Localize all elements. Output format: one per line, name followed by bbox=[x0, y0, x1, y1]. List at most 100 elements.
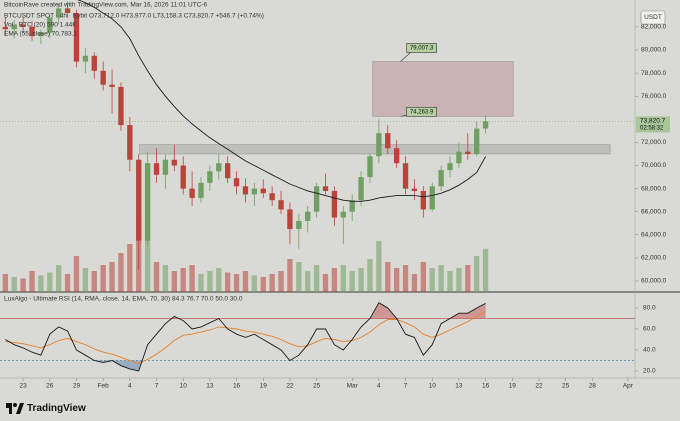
candle-body bbox=[296, 220, 302, 230]
price-pane bbox=[2, 0, 611, 292]
volume-bar bbox=[385, 262, 391, 292]
candle-body bbox=[474, 128, 480, 154]
y-tick-label: 80,000.0 bbox=[641, 47, 667, 54]
candle-body bbox=[260, 188, 266, 194]
candle-body bbox=[100, 70, 106, 85]
candle-body bbox=[207, 171, 213, 183]
volume-bar bbox=[331, 268, 338, 292]
candle-body bbox=[73, 13, 80, 62]
y-tick-label: 60,000.0 bbox=[641, 278, 667, 285]
legend-ema: EMA (55, close) 70,783.1 bbox=[4, 31, 77, 38]
volume-bar bbox=[474, 256, 480, 292]
rsi-y-tick-label: 60.0 bbox=[643, 326, 656, 333]
candle-body bbox=[118, 86, 124, 126]
volume-bar bbox=[118, 253, 124, 292]
volume-bar bbox=[171, 271, 177, 292]
volume-bar bbox=[82, 268, 89, 292]
volume-bar bbox=[29, 271, 35, 292]
y-tick-label: 66,000.0 bbox=[641, 208, 667, 215]
x-tick-label: 7 bbox=[404, 383, 408, 390]
candle-body bbox=[64, 8, 71, 14]
x-tick-label: 25 bbox=[562, 383, 570, 390]
volume-bar bbox=[100, 265, 106, 292]
y-tick-label: 70,000.0 bbox=[641, 162, 667, 169]
volume-bar bbox=[91, 271, 97, 292]
zone-label-box bbox=[406, 43, 437, 53]
y-tick-label: 78,000.0 bbox=[641, 70, 667, 77]
rsi-pane bbox=[0, 302, 635, 372]
volume-bar bbox=[340, 265, 346, 292]
y-tick-label: 68,000.0 bbox=[641, 185, 667, 192]
candle-body bbox=[233, 178, 240, 187]
volume-bar bbox=[367, 259, 373, 292]
legend-rsi: LuxAlgo - Ultimate RSI (14, RMA, close, … bbox=[4, 296, 243, 303]
y-tick-label: 64,000.0 bbox=[641, 232, 667, 239]
candle-body bbox=[180, 165, 186, 189]
candle-body bbox=[109, 84, 115, 87]
x-tick-label: Mar bbox=[347, 383, 359, 390]
volume-bar bbox=[429, 268, 435, 292]
candle-body bbox=[482, 121, 489, 129]
currency-box[interactable] bbox=[640, 10, 666, 25]
candle-body bbox=[278, 200, 284, 210]
header: BitcoinRave created with TradingView.com… bbox=[4, 2, 208, 9]
candle-body bbox=[144, 163, 151, 241]
candle-body bbox=[305, 211, 311, 221]
rsi-overbought-fill bbox=[171, 302, 486, 319]
footer-brand: TradingView bbox=[27, 403, 86, 414]
x-tick-label: 22 bbox=[286, 383, 294, 390]
candle-body bbox=[82, 55, 89, 62]
candle-body bbox=[429, 186, 435, 210]
candle-body bbox=[376, 133, 382, 157]
candle-body bbox=[269, 193, 275, 201]
candle-body bbox=[216, 163, 222, 172]
volume-bar bbox=[64, 274, 71, 292]
candle-body bbox=[56, 8, 62, 18]
rsi-line bbox=[5, 302, 486, 372]
candle-body bbox=[136, 159, 142, 241]
volume-bar bbox=[38, 275, 44, 292]
candle-body bbox=[91, 55, 97, 71]
rsi-y-tick-label: 40.0 bbox=[643, 347, 656, 354]
volume-bar bbox=[162, 265, 169, 292]
x-tick-label: 10 bbox=[180, 383, 188, 390]
volume-bar bbox=[189, 265, 195, 292]
y-tick-label: 82,000.0 bbox=[641, 24, 667, 31]
candle-body bbox=[385, 133, 391, 149]
volume-bar bbox=[420, 262, 427, 292]
volume-bar bbox=[402, 265, 409, 292]
volume-bar bbox=[20, 278, 26, 292]
countdown: 02:58:32 bbox=[640, 125, 664, 131]
candle-body bbox=[287, 209, 293, 230]
volume-bar bbox=[144, 238, 151, 292]
volume-bar bbox=[393, 268, 400, 292]
volume-bar bbox=[358, 268, 364, 292]
y-tick-label: 72,000.0 bbox=[641, 139, 667, 146]
axes: 60,000.0 62,000.0 64,000.0 66,000.0 68,000.0… bbox=[0, 24, 670, 390]
volume-bar bbox=[376, 241, 382, 292]
volume-bar bbox=[242, 271, 249, 292]
volume-bar bbox=[447, 271, 453, 292]
candle-body bbox=[349, 200, 355, 212]
volume-bar bbox=[109, 262, 115, 292]
candle-body bbox=[225, 163, 231, 179]
x-tick-label: 26 bbox=[46, 383, 54, 390]
x-tick-label: 29 bbox=[73, 383, 81, 390]
volume-bar bbox=[233, 274, 240, 292]
candle-body bbox=[198, 182, 204, 198]
volume-bar bbox=[225, 272, 231, 292]
candle-body bbox=[358, 177, 364, 201]
zone-label: 74,263.9 bbox=[410, 109, 434, 115]
volume-bar bbox=[180, 268, 186, 292]
candle-body bbox=[367, 156, 373, 178]
candle-body bbox=[189, 188, 195, 198]
rsi-oversold-fill bbox=[5, 360, 486, 371]
volume-bar bbox=[153, 262, 160, 292]
volume-bar bbox=[11, 277, 17, 292]
volume-bar bbox=[216, 268, 222, 292]
currency[interactable]: USDT bbox=[644, 14, 662, 21]
last-price: 73,820.7 bbox=[640, 118, 666, 125]
candle-body bbox=[420, 190, 427, 210]
